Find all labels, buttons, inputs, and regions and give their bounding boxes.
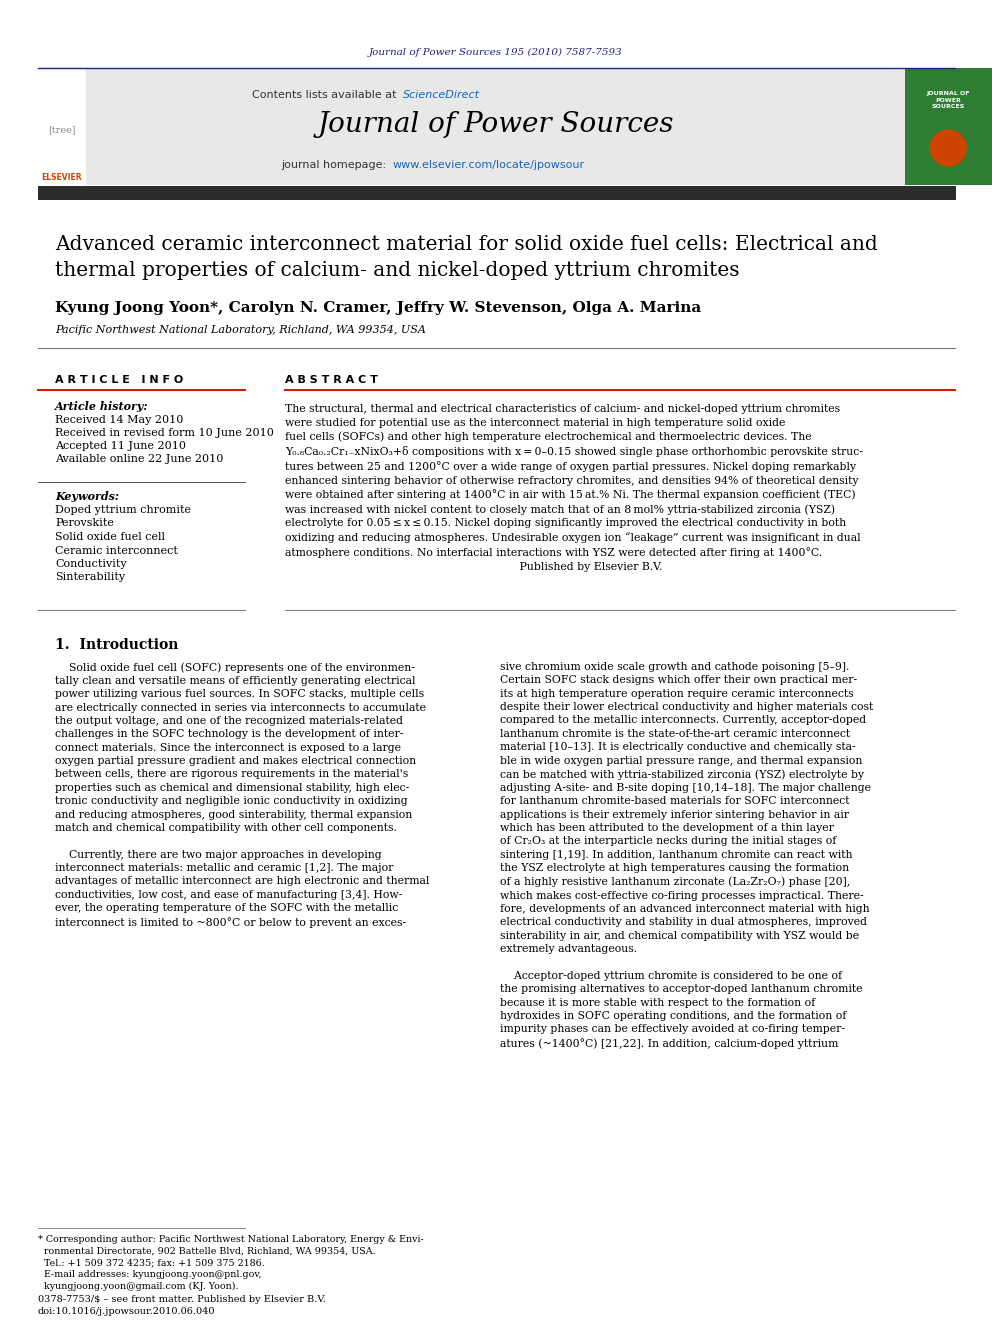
Text: www.elsevier.com/locate/jpowsour: www.elsevier.com/locate/jpowsour — [393, 160, 585, 169]
Text: Advanced ceramic interconnect material for solid oxide fuel cells: Electrical an: Advanced ceramic interconnect material f… — [55, 235, 878, 254]
Text: 0378-7753/$ – see front matter. Published by Elsevier B.V.
doi:10.1016/j.jpowsou: 0378-7753/$ – see front matter. Publishe… — [38, 1295, 325, 1316]
Text: Conductivity: Conductivity — [55, 560, 127, 569]
Text: Received 14 May 2010: Received 14 May 2010 — [55, 415, 184, 425]
Text: thermal properties of calcium- and nickel-doped yttrium chromites: thermal properties of calcium- and nicke… — [55, 261, 739, 279]
Text: JOURNAL OF
POWER
SOURCES: JOURNAL OF POWER SOURCES — [927, 91, 970, 108]
Text: A R T I C L E   I N F O: A R T I C L E I N F O — [55, 374, 184, 385]
Text: * Corresponding author: Pacific Northwest National Laboratory, Energy & Envi-
  : * Corresponding author: Pacific Northwes… — [38, 1234, 424, 1291]
Text: Ceramic interconnect: Ceramic interconnect — [55, 545, 178, 556]
Text: Article history:: Article history: — [55, 401, 149, 413]
Text: Kyung Joong Yoon*, Carolyn N. Cramer, Jeffry W. Stevenson, Olga A. Marina: Kyung Joong Yoon*, Carolyn N. Cramer, Je… — [55, 302, 701, 315]
Text: 1.  Introduction: 1. Introduction — [55, 638, 179, 652]
Text: Journal of Power Sources: Journal of Power Sources — [317, 111, 675, 139]
Bar — [38, 67, 86, 185]
Text: [tree]: [tree] — [49, 126, 75, 135]
Text: Received in revised form 10 June 2010: Received in revised form 10 June 2010 — [55, 429, 274, 438]
Text: Solid oxide fuel cell: Solid oxide fuel cell — [55, 532, 165, 542]
Circle shape — [930, 130, 966, 165]
Bar — [85, 67, 905, 185]
Bar — [38, 187, 956, 200]
Text: Available online 22 June 2010: Available online 22 June 2010 — [55, 454, 223, 464]
Text: A B S T R A C T: A B S T R A C T — [285, 374, 378, 385]
Text: ELSEVIER: ELSEVIER — [42, 172, 82, 181]
Bar — [905, 67, 992, 185]
Text: Solid oxide fuel cell (SOFC) represents one of the environmen-
tally clean and v: Solid oxide fuel cell (SOFC) represents … — [55, 662, 430, 927]
Text: Pacific Northwest National Laboratory, Richland, WA 99354, USA: Pacific Northwest National Laboratory, R… — [55, 325, 426, 335]
Text: Doped yttrium chromite: Doped yttrium chromite — [55, 505, 191, 515]
Text: Keywords:: Keywords: — [55, 491, 119, 501]
Text: Sinterability: Sinterability — [55, 573, 125, 582]
Text: Contents lists available at: Contents lists available at — [252, 90, 400, 101]
Text: ScienceDirect: ScienceDirect — [403, 90, 480, 101]
Text: journal homepage:: journal homepage: — [282, 160, 390, 169]
Text: The structural, thermal and electrical characteristics of calcium- and nickel-do: The structural, thermal and electrical c… — [285, 404, 863, 572]
Text: Perovskite: Perovskite — [55, 519, 114, 528]
Text: Accepted 11 June 2010: Accepted 11 June 2010 — [55, 441, 186, 451]
Text: sive chromium oxide scale growth and cathode poisoning [5–9].
Certain SOFC stack: sive chromium oxide scale growth and cat… — [500, 662, 873, 1049]
Text: Journal of Power Sources 195 (2010) 7587-7593: Journal of Power Sources 195 (2010) 7587… — [369, 48, 623, 57]
